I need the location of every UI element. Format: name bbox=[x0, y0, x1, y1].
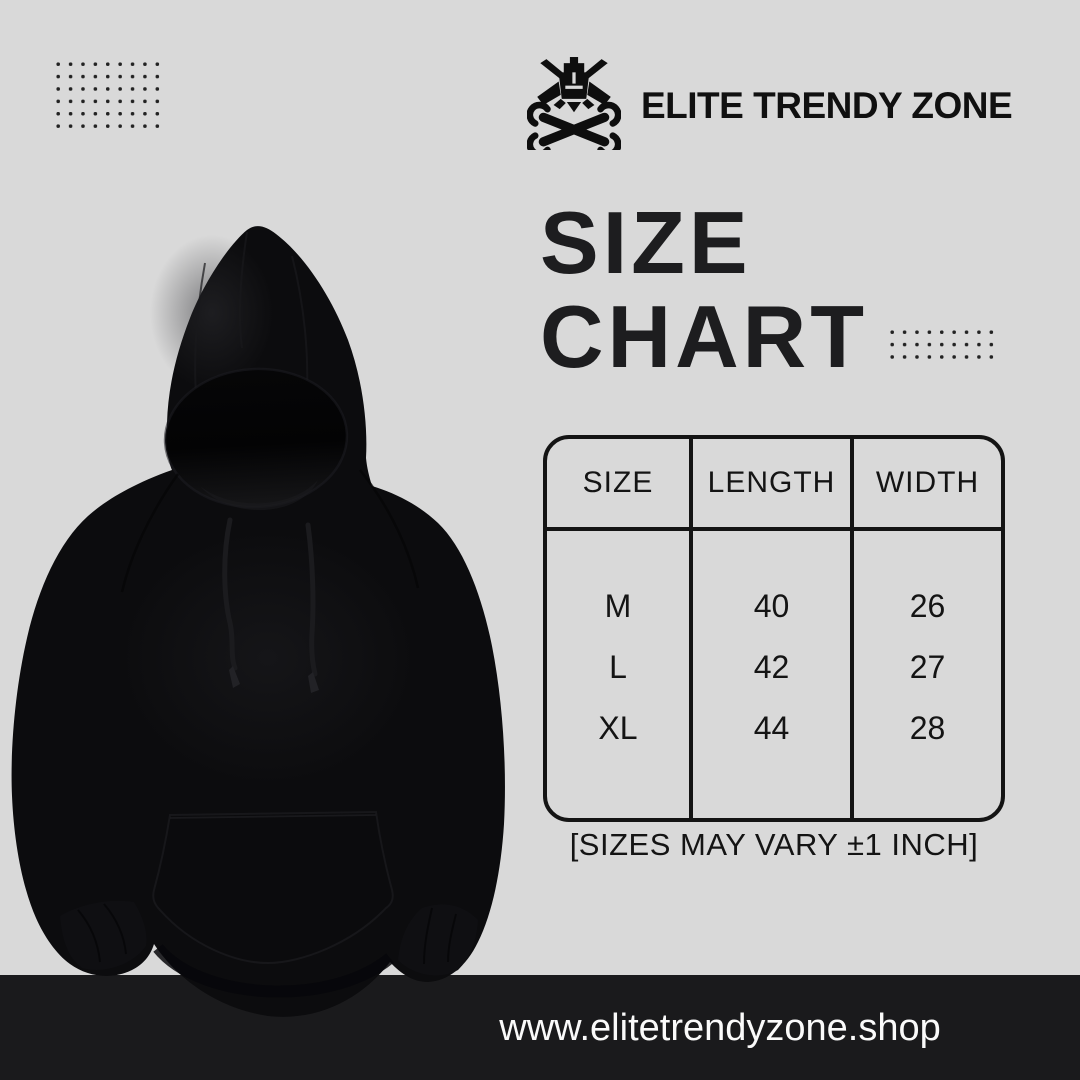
size-table-column-width: WIDTH 26 27 28 bbox=[854, 439, 1001, 818]
table-cell: L bbox=[609, 649, 627, 685]
column-header-size: SIZE bbox=[547, 439, 689, 531]
size-column-values: M L XL bbox=[547, 524, 689, 811]
mecha-head-crossed-wrenches-icon bbox=[527, 57, 621, 150]
page-title: SIZE CHART bbox=[540, 196, 868, 384]
page-title-line2: CHART bbox=[540, 287, 868, 386]
table-cell: 27 bbox=[909, 649, 946, 685]
table-cell: 44 bbox=[753, 710, 790, 746]
size-table-column-size: SIZE M L XL bbox=[547, 439, 693, 818]
dots-pattern-heading-icon bbox=[886, 326, 998, 363]
size-table: SIZE M L XL LENGTH 40 42 44 WIDTH 26 27 … bbox=[543, 435, 1005, 822]
table-cell: 28 bbox=[909, 710, 946, 746]
table-cell: 42 bbox=[753, 649, 790, 685]
column-header-length: LENGTH bbox=[693, 439, 850, 531]
dots-pattern-top-left-icon bbox=[52, 58, 164, 131]
table-cell: XL bbox=[598, 710, 638, 746]
length-column-values: 40 42 44 bbox=[693, 524, 850, 811]
page-title-line1: SIZE bbox=[540, 193, 752, 292]
website-url: www.elitetrendyzone.shop bbox=[499, 1007, 941, 1049]
brand-name: ELITE TRENDY ZONE bbox=[641, 85, 1013, 126]
width-column-values: 26 27 28 bbox=[854, 524, 1001, 811]
size-table-column-length: LENGTH 40 42 44 bbox=[693, 439, 854, 818]
footer-bar bbox=[0, 975, 1080, 1080]
table-cell: 40 bbox=[753, 588, 790, 624]
black-hoodie-product-image bbox=[11, 226, 505, 1017]
table-cell: M bbox=[604, 588, 632, 624]
size-variance-note: [SIZES MAY VARY ±1 INCH] bbox=[569, 827, 979, 862]
table-cell: 26 bbox=[909, 588, 946, 624]
brand-header: ELITE TRENDY ZONE bbox=[527, 56, 1013, 150]
column-header-width: WIDTH bbox=[854, 439, 1001, 531]
